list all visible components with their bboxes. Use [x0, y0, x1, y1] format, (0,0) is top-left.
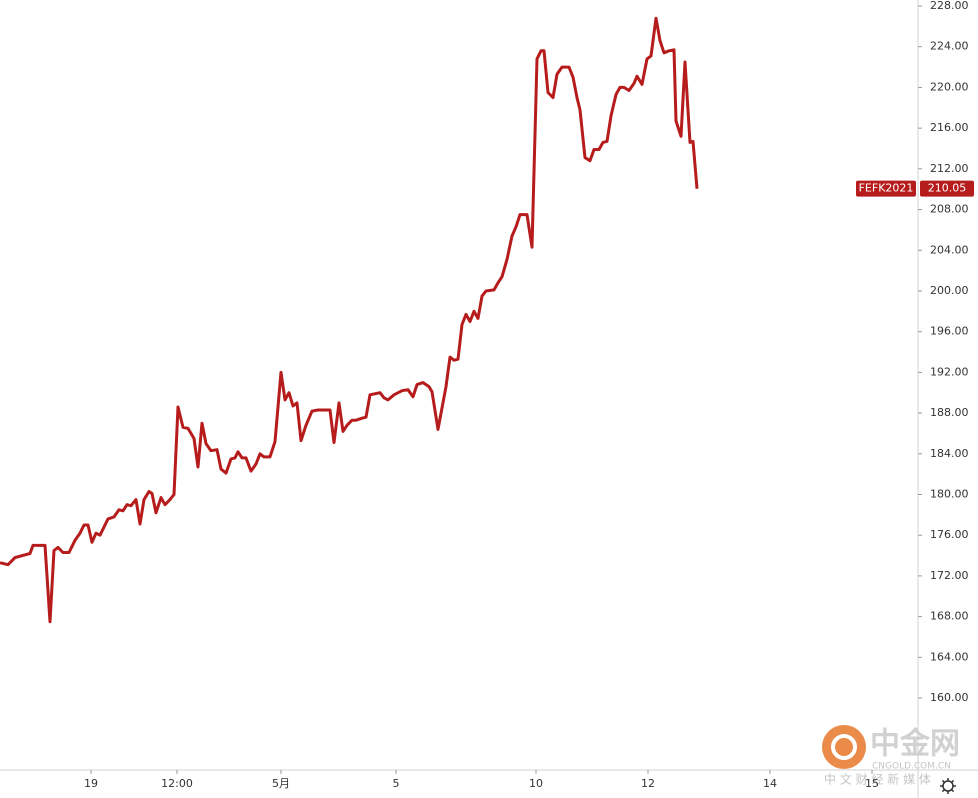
- y-tick-label: 228.00: [930, 0, 969, 12]
- watermark: 中金网 CNGOLD.COM.CN 中 文 财 经 新 媒 体: [822, 725, 960, 787]
- y-tick-label: 164.00: [930, 650, 969, 663]
- y-tick-label: 192.00: [930, 365, 969, 378]
- y-tick-label: 184.00: [930, 447, 969, 460]
- y-tick-label: 180.00: [930, 488, 969, 501]
- y-tick-label: 220.00: [930, 80, 969, 93]
- watermark-site: CNGOLD.COM.CN: [872, 762, 951, 772]
- x-tick-label: 10: [529, 777, 543, 790]
- y-tick-label: 176.00: [930, 528, 969, 541]
- x-tick-label: 5: [393, 777, 400, 790]
- last-price: 210.05: [928, 182, 967, 195]
- x-tick-label: 5月: [272, 777, 290, 790]
- y-tick-label: 160.00: [930, 691, 969, 704]
- y-tick-label: 216.00: [930, 121, 969, 134]
- settings-icon[interactable]: [940, 778, 956, 794]
- y-tick-label: 188.00: [930, 406, 969, 419]
- watermark-logo-ring: [831, 734, 857, 760]
- last-price-bg: [920, 180, 974, 197]
- watermark-brand: 中金网: [870, 727, 960, 762]
- y-tick-label: 208.00: [930, 203, 969, 216]
- x-tick-label: 12:00: [161, 777, 193, 790]
- series-tag: FEFK2021: [859, 182, 914, 195]
- y-tick-label: 224.00: [930, 40, 969, 53]
- x-tick-label: 12: [641, 777, 655, 790]
- watermark-logo: [822, 725, 866, 769]
- x-tick-label: 19: [84, 777, 98, 790]
- y-tick-label: 200.00: [930, 284, 969, 297]
- watermark-slogan: 中 文 财 经 新 媒 体: [824, 772, 931, 787]
- series-tag-bg: [856, 180, 916, 197]
- x-tick-label: 14: [763, 777, 777, 790]
- y-tick-label: 196.00: [930, 325, 969, 338]
- price-line: [0, 16, 699, 624]
- x-tick-label: 15: [865, 777, 879, 790]
- y-tick-label: 168.00: [930, 610, 969, 623]
- y-tick-label: 212.00: [930, 162, 969, 175]
- y-tick-label: 204.00: [930, 243, 969, 256]
- y-tick-label: 172.00: [930, 569, 969, 582]
